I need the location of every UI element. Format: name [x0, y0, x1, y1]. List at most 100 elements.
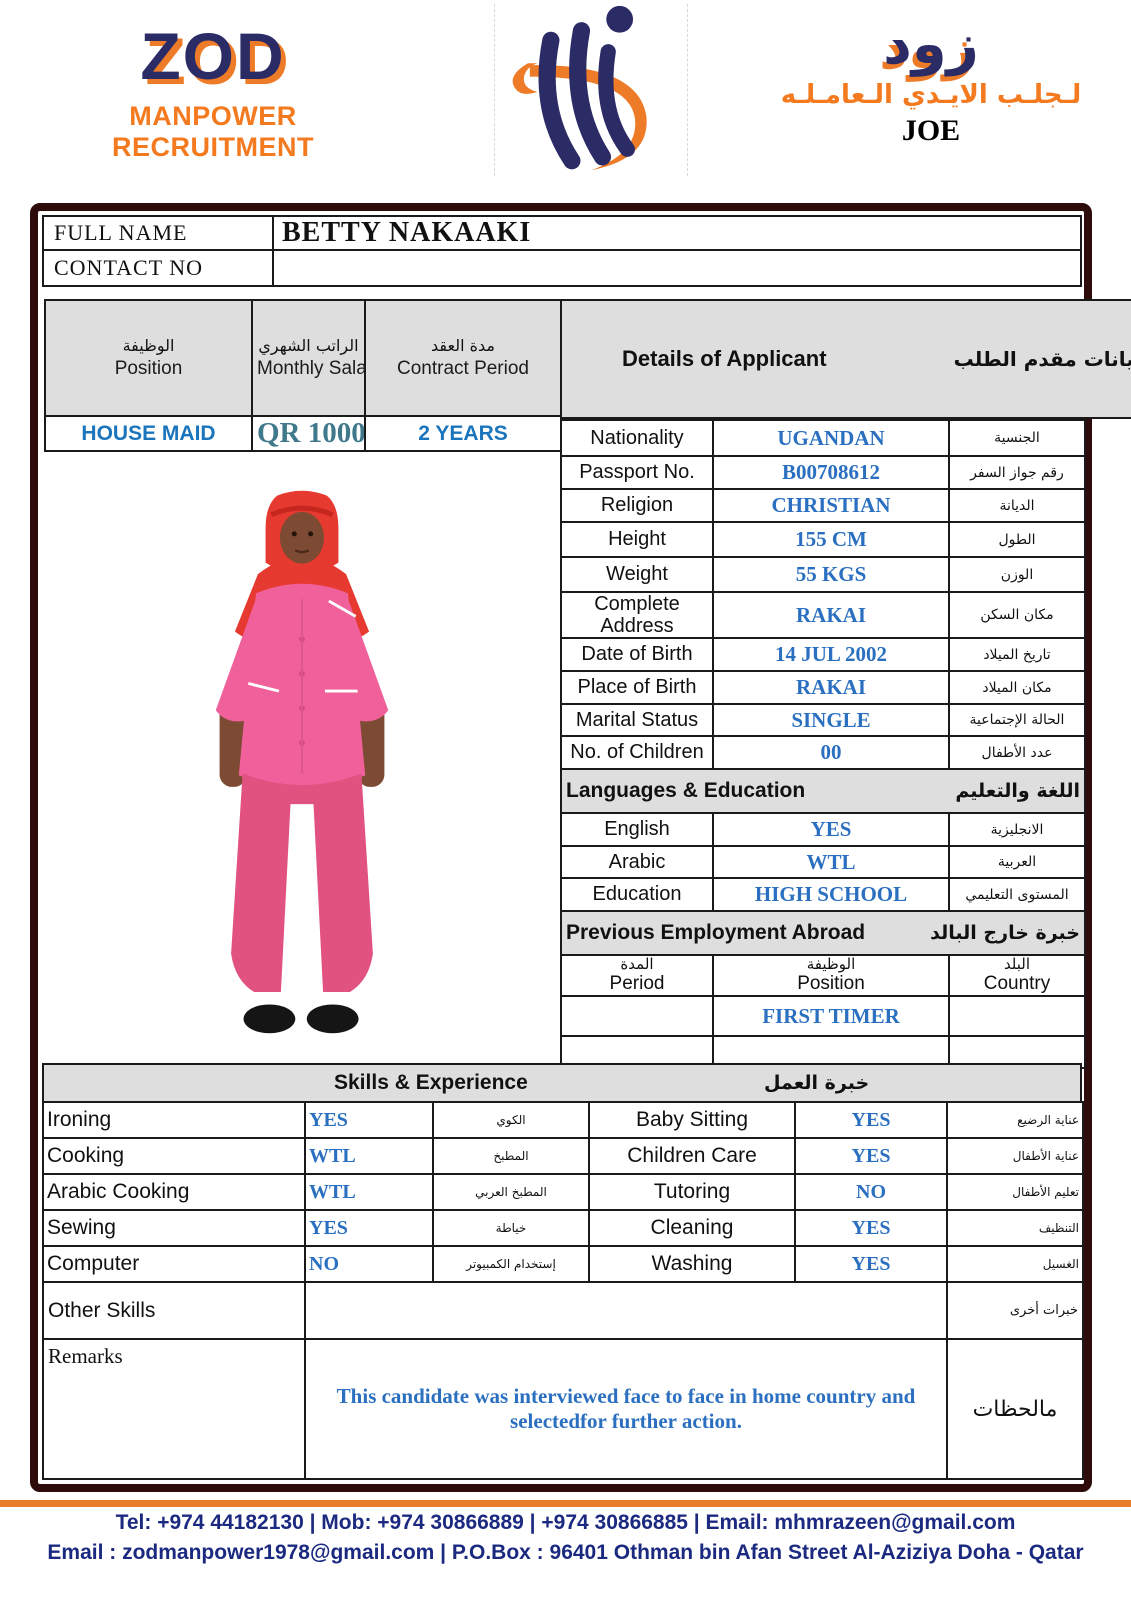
language-row: Education HIGH SCHOOL المستوى التعليمي — [560, 877, 1086, 912]
detail-label: Religion — [560, 488, 714, 523]
skill-arabic: خياطة — [432, 1209, 590, 1247]
detail-label: Height — [560, 521, 714, 558]
detail-row: Nationality UGANDAN الجنسية — [560, 419, 1086, 457]
detail-label: No. of Children — [560, 735, 714, 770]
company-logo-icon — [494, 4, 688, 176]
applicant-photo — [44, 453, 560, 1061]
position-header-ar: الوظيفة — [122, 335, 175, 355]
skill-label: Baby Sitting — [588, 1101, 796, 1139]
footer-divider — [0, 1500, 1131, 1507]
detail-label: Marital Status — [560, 703, 714, 737]
detail-row: Date of Birth 14 JUL 2002 تاريخ الميلاد — [560, 637, 1086, 672]
employment-country-value — [948, 995, 1086, 1038]
contract-value: 2 YEARS — [364, 415, 562, 452]
detail-arabic: عدد الأطفال — [948, 735, 1086, 770]
employment-title-ar: خبرة خارج البالد — [930, 922, 1080, 944]
details-of-applicant-header: Details of Applicant بيانات مقدم الطلب — [560, 299, 1131, 419]
detail-label: Passport No. — [560, 455, 714, 490]
detail-label: Date of Birth — [560, 637, 714, 672]
country-ar: البلد — [1003, 955, 1031, 973]
brand-arabic-block: زود لـجلـب الايـدي الـعامـلـه JOE — [761, 14, 1101, 148]
contact-no-value — [272, 249, 1082, 287]
remarks-value: This candidate was interviewed face to f… — [304, 1338, 948, 1480]
skill-value: WTL — [304, 1173, 434, 1211]
language-arabic: المستوى التعليمي — [948, 877, 1086, 912]
skill-value: YES — [794, 1245, 948, 1283]
country-en: Country — [983, 973, 1051, 995]
language-value: YES — [712, 812, 950, 847]
contract-header: مدة العقد Contract Period — [364, 299, 562, 417]
detail-arabic: الحالة الإجتماعية — [948, 703, 1086, 737]
skill-row: Arabic Cooking WTL المطبخ العربي Tutorin… — [42, 1173, 1084, 1211]
offer-table: الوظيفة Position الراتب الشهري Monthly S… — [44, 299, 562, 452]
salary-header-ar: الراتب الشهري — [258, 335, 359, 355]
position-header: الوظيفة Position — [44, 299, 253, 417]
skill-arabic: عناية الأطفال — [946, 1137, 1084, 1175]
detail-value: CHRISTIAN — [712, 488, 950, 523]
details-title-en: Details of Applicant — [622, 346, 827, 371]
detail-value: 55 KGS — [712, 556, 950, 593]
position-ar: الوظيفة — [806, 955, 856, 973]
detail-arabic: الديانة — [948, 488, 1086, 523]
language-row: Arabic WTL العربية — [560, 845, 1086, 879]
footer-contact-line1: Tel: +974 44182130 | Mob: +974 30866889 … — [115, 1511, 1016, 1534]
language-label: Education — [560, 877, 714, 912]
detail-row: Marital Status SINGLE الحالة الإجتماعية — [560, 703, 1086, 737]
contact-no-label: CONTACT NO — [42, 249, 274, 287]
contract-header-en: Contract Period — [396, 357, 529, 379]
applicant-form: FULL NAME BETTY NAKAAKI CONTACT NO الوظي… — [30, 203, 1131, 1492]
detail-label: Nationality — [560, 419, 714, 457]
other-skills-label: Other Skills — [42, 1281, 306, 1340]
brand-logo-text: ZOD — [140, 19, 286, 93]
footer-contact-line2: Email : zodmanpower1978@gmail.com | P.O.… — [47, 1541, 1084, 1564]
detail-label: Place of Birth — [560, 670, 714, 705]
skill-arabic: إستخدام الكمبيوتر — [432, 1245, 590, 1283]
other-skills-row: Other Skills خبرات أخرى — [42, 1281, 1084, 1340]
abstract-person-logo-icon — [512, 5, 647, 171]
remarks-arabic: مالحظات — [946, 1338, 1084, 1480]
language-arabic: العربية — [948, 845, 1086, 879]
detail-arabic: الوزن — [948, 556, 1086, 593]
employment-period-value — [560, 995, 714, 1038]
skill-value: NO — [794, 1173, 948, 1211]
skill-value: WTL — [304, 1137, 434, 1175]
skill-arabic: التنظيف — [946, 1209, 1084, 1247]
skill-label: Sewing — [42, 1209, 306, 1247]
employment-col-country: البلد Country — [948, 953, 1086, 998]
detail-value: RAKAI — [712, 591, 950, 639]
skills-experience-header: Skills & Experience خبرة العمل — [42, 1063, 1082, 1103]
skills-table: Ironing YES الكوي Baby Sitting YES عناية… — [42, 1101, 1084, 1480]
full-name-value: BETTY NAKAAKI — [272, 215, 1082, 251]
detail-row: Height 155 CM الطول — [560, 521, 1086, 558]
employment-col-position: الوظيفة Position — [712, 953, 950, 998]
detail-arabic: الطول — [948, 521, 1086, 558]
position-header-en: Position — [114, 357, 183, 379]
detail-row: Religion CHRISTIAN الديانة — [560, 488, 1086, 523]
skill-label: Arabic Cooking — [42, 1173, 306, 1211]
contract-header-ar: مدة العقد — [431, 335, 495, 355]
languages-title-en: Languages & Education — [566, 779, 806, 802]
language-label: Arabic — [560, 845, 714, 879]
skill-arabic: عناية الرضيع — [946, 1101, 1084, 1139]
detail-value: 14 JUL 2002 — [712, 637, 950, 672]
full-name-label: FULL NAME — [42, 215, 274, 251]
period-ar: المدة — [620, 955, 654, 973]
applicant-photo-figure — [215, 490, 389, 1034]
detail-value: 00 — [712, 735, 950, 770]
detail-arabic: مكان الميلاد — [948, 670, 1086, 705]
skill-value: YES — [304, 1209, 434, 1247]
detail-row: Place of Birth RAKAI مكان الميلاد — [560, 670, 1086, 705]
skill-row: Cooking WTL المطبخ Children Care YES عنا… — [42, 1137, 1084, 1175]
brand-subtitle: MANPOWER RECRUITMENT — [112, 101, 314, 163]
detail-label: Weight — [560, 556, 714, 593]
detail-arabic: الجنسية — [948, 419, 1086, 457]
skill-value: YES — [794, 1209, 948, 1247]
skill-row: Ironing YES الكوي Baby Sitting YES عناية… — [42, 1101, 1084, 1139]
skill-value: YES — [794, 1137, 948, 1175]
detail-label: Complete Address — [560, 591, 714, 639]
detail-value: SINGLE — [712, 703, 950, 737]
detail-row: Passport No. B00708612 رقم جواز السفر — [560, 455, 1086, 490]
skill-arabic: المطبخ العربي — [432, 1173, 590, 1211]
salary-header-en: Monthly Salary — [257, 357, 363, 379]
